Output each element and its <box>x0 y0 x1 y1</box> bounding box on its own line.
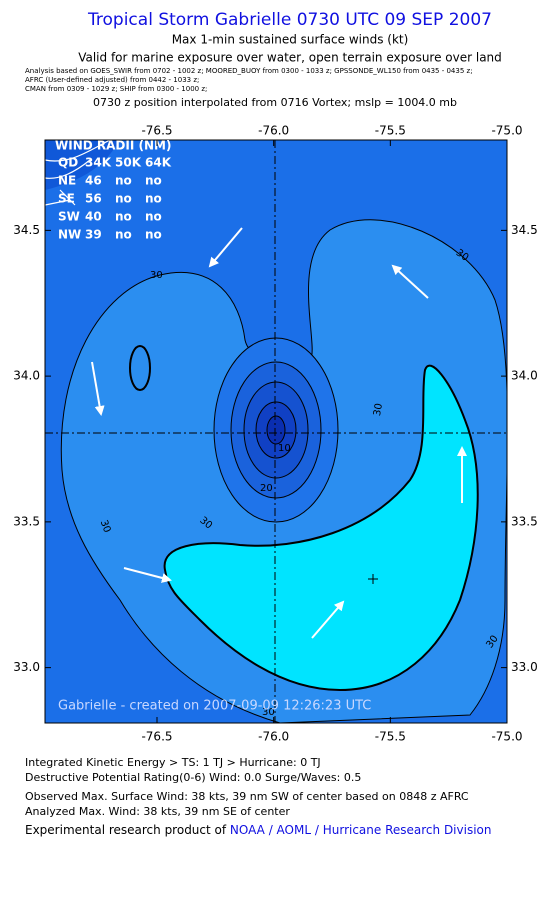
coastline <box>45 140 111 206</box>
plot-frame <box>44 139 508 724</box>
radii-cell: NW <box>58 228 81 242</box>
contour-label: 30 <box>262 707 275 718</box>
radii-cell: SW <box>58 210 80 224</box>
product-prefix: Experimental research product of <box>25 823 230 837</box>
wind-field: 30 30 30 30 30 30 30 20 10 Gabrielle - c… <box>45 140 507 723</box>
radii-cell: no <box>145 228 162 242</box>
radii-cell: no <box>115 228 132 242</box>
x-tick-label: -75.5 <box>375 124 406 138</box>
y-tick-label: 34.0 <box>13 369 40 383</box>
footer-line: Destructive Potential Rating(0-6) Wind: … <box>25 771 361 784</box>
subtitle: Max 1-min sustained surface winds (kt) <box>172 33 409 47</box>
wind-arrow <box>208 227 243 268</box>
footer-line: Observed Max. Surface Wind: 38 kts, 39 n… <box>25 790 469 803</box>
contour-34 <box>129 345 151 391</box>
x-tick-label: -76.0 <box>258 124 289 138</box>
radii-header: 50K <box>115 156 142 170</box>
y-tick-label: 33.0 <box>13 660 40 674</box>
y-tick-label: 33.5 <box>511 514 538 528</box>
radii-header: 34K <box>85 156 112 170</box>
radii-title: WIND RADII (NM) <box>55 139 171 153</box>
y-tick-label: 34.0 <box>511 369 538 383</box>
radii-cell: no <box>115 192 132 206</box>
y-tick-label: 34.5 <box>511 223 538 237</box>
contour-label: 30 <box>372 402 385 416</box>
product-line: Experimental research product of NOAA / … <box>25 823 491 837</box>
wind-arrow <box>123 567 172 583</box>
contour-34 <box>163 364 479 692</box>
x-tick-label: -75.5 <box>375 730 406 744</box>
y-tick-label: 33.0 <box>511 660 538 674</box>
radii-cell: 56 <box>85 192 102 206</box>
radii-cell: no <box>145 192 162 206</box>
y-tick-label: 33.5 <box>13 514 40 528</box>
radii-cell: 40 <box>85 210 102 224</box>
radii-cell: SE <box>58 192 75 206</box>
validity: Valid for marine exposure over water, op… <box>78 51 502 65</box>
radii-cell: no <box>115 174 132 188</box>
radii-header: QD <box>58 156 78 170</box>
source-line: AFRC (User-defined adjusted) from 0442 -… <box>25 76 199 84</box>
contour-label: 30 <box>98 519 113 535</box>
y-tick-label: 34.5 <box>13 223 40 237</box>
radii-cell: 39 <box>85 228 102 242</box>
radii-cell: no <box>145 210 162 224</box>
title: Tropical Storm Gabrielle 0730 UTC 09 SEP… <box>87 10 492 30</box>
source-line: CMAN from 0309 - 1029 z; SHIP from 0300 … <box>25 85 207 93</box>
wind-arrow <box>91 361 105 416</box>
radii-cell: no <box>145 174 162 188</box>
wind-arrow <box>311 600 345 639</box>
footer-line: Analyzed Max. Wind: 38 kts, 39 nm SE of … <box>25 805 290 818</box>
radii-cell: NE <box>58 174 76 188</box>
contour-label: 20 <box>260 483 273 494</box>
x-tick-label: -76.0 <box>258 730 289 744</box>
contour-label: 10 <box>278 443 291 454</box>
contour-5 <box>266 415 286 445</box>
x-tick-label: -75.0 <box>491 730 522 744</box>
x-tick-label: -76.5 <box>141 730 172 744</box>
source-line: Analysis based on GOES_SWIR from 0702 - … <box>25 67 473 75</box>
radii-cell: 46 <box>85 174 102 188</box>
radii-cell: no <box>115 210 132 224</box>
credit: Gabrielle - created on 2007-09-09 12:26:… <box>58 699 371 714</box>
axes: -76.5 -76.5 -76.0 -76.0 -75.5 -75.5 -75.0 -75.0… <box>13 124 537 744</box>
radii-header: 64K <box>145 156 172 170</box>
footer-line: Integrated Kinetic Energy > TS: 1 TJ > H… <box>25 756 321 769</box>
wind-arrows <box>91 227 467 639</box>
contour-label: 30 <box>150 270 163 281</box>
position-note: 0730 z position interpolated from 0716 V… <box>93 96 457 109</box>
max-wind-mark <box>368 574 378 584</box>
wind-arrow <box>391 264 429 299</box>
x-tick-label: -75.0 <box>491 124 522 138</box>
product-link[interactable]: NOAA / AOML / Hurricane Research Divisio… <box>230 823 492 837</box>
x-tick-label: -76.5 <box>141 124 172 138</box>
